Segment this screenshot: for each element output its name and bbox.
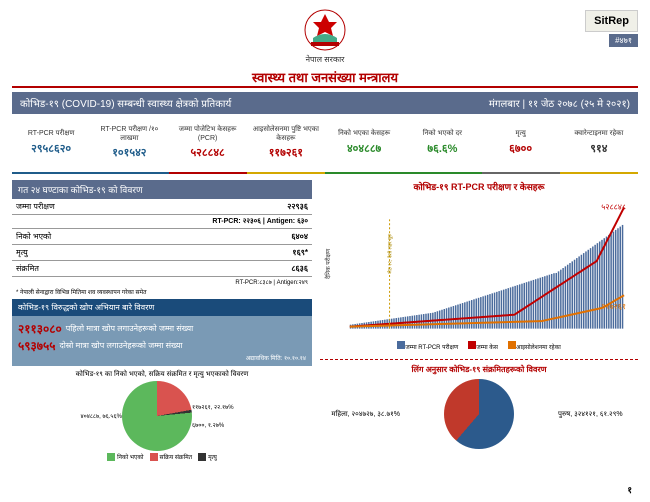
pie1-label-active: ११७२६१, २२.१७% xyxy=(192,403,262,411)
pie1-title: कोभिड-१९ का निको भएको, सक्रिय संक्रमित र… xyxy=(12,370,312,379)
gov-label: नेपाल सरकार xyxy=(306,54,345,65)
stat-box: क्वारेन्टाइनमा रहेका९१४ xyxy=(560,114,638,174)
last24-foot2: * नेपाली सेनाद्वारा विभिन्न मितिमा शव व्… xyxy=(12,287,312,297)
pie1-label-death: ६७००, १.२७% xyxy=(192,421,262,429)
banner-date: मंगलबार | ११ जेठ २०७८ (२५ मे २०२१) xyxy=(489,96,630,110)
pie1-label-recovered: ४०४८८७, ७६.५६% xyxy=(62,412,122,420)
gender-title: लिंग अनुसार कोभिड-१९ संक्रमितहरूको विवरण xyxy=(320,359,638,375)
right-column: कोभिड-१९ RT-PCR परीक्षण र केसहरू ५२८८४८ १… xyxy=(320,180,638,453)
stat-box: जम्मा पोजेटिभ केसहरू (PCR)५२८८४८ xyxy=(169,114,247,174)
stat-box: RT-PCR परीक्षण /१० लाखमा१०१५४२ xyxy=(90,114,168,174)
page-number: १ xyxy=(627,483,632,496)
svg-text:५२८८४८: ५२८८४८ xyxy=(601,202,626,211)
stat-box: निको भएको दर७६.६% xyxy=(403,114,481,174)
vaccine-header: कोभिड-१९ विरुद्धको खोप अभियान बारे विवरण xyxy=(12,299,312,316)
ministry-title: स्वास्थ्य तथा जनसंख्या मन्त्रालय xyxy=(252,68,398,86)
left-column: गत २४ घण्टाका कोभिड-१९ को विवरण जम्मा पर… xyxy=(12,180,312,461)
stats-row: RT-PCR परीक्षण२९५८६२०RT-PCR परीक्षण /१० … xyxy=(12,114,638,174)
banner-title: कोभिड-१९ (COVID-19) सम्बन्धी स्वास्थ्य क… xyxy=(20,96,231,110)
gender-pie-chart xyxy=(444,379,514,449)
gender-female-label: महिला, २०४७२७, ३८.७१% xyxy=(320,410,400,419)
vaccine-body: २११३०८०पहिलो मात्रा खोप लगाउनेहरूको जम्म… xyxy=(12,316,312,366)
svg-text:११७२६१: ११७२६१ xyxy=(601,302,626,311)
line-chart: ५२८८४८ ११७२६१ दैनिक परीक्षण जेठ १२, देशो लह… xyxy=(320,199,638,339)
sitrep-badge: SitRep xyxy=(585,10,638,32)
nepal-emblem xyxy=(303,8,347,52)
last24-table: जम्मा परीक्षण२२९३६ RT-PCR: २२३०६ | Antig… xyxy=(12,199,312,277)
stat-box: मृत्यु६७०० xyxy=(482,114,560,174)
last24-header: गत २४ घण्टाका कोभिड-१९ को विवरण xyxy=(12,180,312,199)
stat-box: RT-PCR परीक्षण२९५८६२० xyxy=(12,114,90,174)
gender-male-label: पुरुष, ३२४१२१, ६१.२९% xyxy=(558,410,638,419)
last24-foot1: RT-PCR:८३८७ | Antigen:२४९ xyxy=(12,277,312,287)
outcome-pie-section: कोभिड-१९ का निको भएको, सक्रिय संक्रमित र… xyxy=(12,370,312,461)
line-chart-title: कोभिड-१९ RT-PCR परीक्षण र केसहरू xyxy=(320,180,638,193)
pie1-legend: निको भएको सक्रिय संक्रमित मृत्यु xyxy=(12,453,312,461)
gender-pie-section: महिला, २०४७२७, ३८.७१% पुरुष, ३२४१२१, ६१.… xyxy=(320,375,638,453)
stat-box: आइसोलेसनमा पुष्टि भएका केसहरू११७२६१ xyxy=(247,114,325,174)
stat-box: निको भएका केसहरू४०४८८७ xyxy=(325,114,403,174)
svg-text:दैनिक परीक्षण: दैनिक परीक्षण xyxy=(324,248,332,279)
svg-text:जेठ १२, देशो लहर सुरु: जेठ १२, देशो लहर सुरु xyxy=(387,233,394,274)
header-divider xyxy=(12,86,638,88)
sitrep-number: #४७१ xyxy=(609,34,638,47)
main-banner: कोभिड-१९ (COVID-19) सम्बन्धी स्वास्थ्य क… xyxy=(12,92,638,114)
chart-legend: जम्मा RT-PCR परीक्षण जम्मा केस आइसोलेशनम… xyxy=(320,341,638,351)
outcome-pie-chart xyxy=(122,381,192,451)
